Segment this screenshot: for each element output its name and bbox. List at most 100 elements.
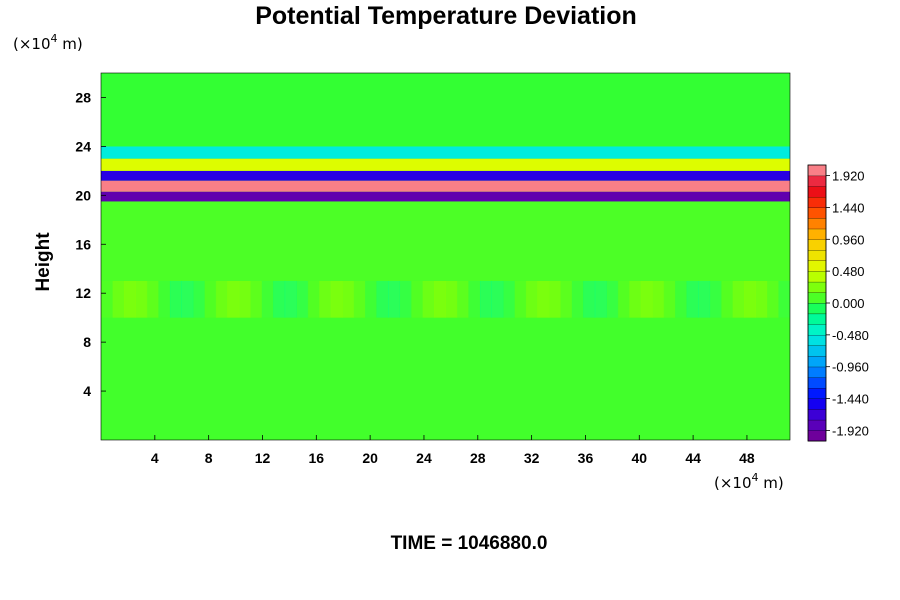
field-cell bbox=[468, 280, 481, 318]
field-cell bbox=[319, 280, 332, 318]
chart-title: Potential Temperature Deviation bbox=[255, 2, 637, 30]
field-cell bbox=[273, 280, 286, 318]
field-cell bbox=[215, 280, 228, 318]
colorbar-segment bbox=[807, 398, 827, 410]
field-band bbox=[101, 170, 790, 181]
field-cell bbox=[365, 280, 378, 318]
field-cell bbox=[629, 280, 642, 318]
x-tick-label: 8 bbox=[205, 450, 213, 466]
x-unit-label: (×104 m) bbox=[714, 471, 784, 492]
colorbar-segment bbox=[807, 228, 827, 240]
field-cell bbox=[698, 280, 711, 318]
colorbar-segment bbox=[807, 355, 827, 368]
field-cell bbox=[502, 280, 515, 318]
field-cell bbox=[388, 280, 401, 318]
x-ticks: 4 8 12 16 20 24 28 32 36 40 44 48 bbox=[151, 435, 755, 466]
field-cell bbox=[204, 280, 217, 318]
field-cell bbox=[514, 280, 527, 318]
colorbar-segment bbox=[807, 271, 827, 283]
colorbar-segment bbox=[807, 217, 827, 230]
field-cell bbox=[606, 280, 619, 318]
colorbar-segment bbox=[807, 207, 827, 219]
x-tick-label: 32 bbox=[524, 450, 540, 466]
x-tick-label: 48 bbox=[739, 450, 755, 466]
field-band bbox=[101, 180, 790, 192]
colorbar-segment bbox=[807, 164, 827, 177]
field-layers bbox=[101, 73, 790, 440]
field-cell bbox=[307, 280, 320, 318]
colorbar-segment bbox=[807, 419, 827, 431]
field-cell bbox=[617, 280, 630, 318]
field-cell bbox=[330, 280, 343, 318]
field-cell bbox=[353, 280, 366, 318]
field-cell bbox=[342, 280, 355, 318]
colorbar-segment bbox=[807, 377, 827, 389]
field-cell bbox=[778, 280, 790, 318]
y-tick-label: 4 bbox=[83, 383, 91, 399]
colorbar-tick-label: 1.440 bbox=[832, 200, 865, 215]
field-cell bbox=[652, 280, 665, 318]
field-cell bbox=[284, 280, 297, 318]
colorbar-segment bbox=[807, 324, 827, 336]
y-tick-label: 8 bbox=[83, 334, 91, 350]
x-tick-label: 16 bbox=[309, 450, 325, 466]
colorbar-tick-label: 1.920 bbox=[832, 169, 865, 184]
field-cell bbox=[434, 280, 446, 318]
plot-area bbox=[101, 73, 790, 440]
x-tick-label: 40 bbox=[631, 450, 647, 466]
field-band bbox=[101, 158, 790, 171]
x-tick-label: 24 bbox=[416, 450, 432, 466]
colorbar-segment bbox=[807, 292, 827, 304]
field-cell bbox=[537, 280, 550, 318]
field-cell bbox=[101, 280, 113, 318]
x-tick-label: 44 bbox=[685, 450, 701, 466]
colorbar-segment bbox=[807, 345, 827, 357]
field-cell bbox=[709, 280, 722, 318]
colorbar-ticks: 1.920 1.440 0.960 0.480 0.000 -0.480 -0.960 -1.… bbox=[826, 169, 869, 438]
field-cell bbox=[238, 280, 251, 318]
y-unit-label: (×104 m) bbox=[13, 32, 83, 53]
field-cell bbox=[755, 280, 768, 318]
field-cell bbox=[296, 280, 309, 318]
field-cell bbox=[686, 280, 699, 318]
y-ticks: 4 8 12 16 20 24 28 bbox=[75, 89, 106, 399]
field-cell bbox=[399, 280, 412, 318]
x-tick-label: 28 bbox=[470, 450, 486, 466]
field-band bbox=[101, 317, 790, 440]
field-cell bbox=[181, 280, 194, 318]
colorbar-segment bbox=[807, 260, 827, 272]
x-tick-label: 20 bbox=[362, 450, 378, 466]
field-cell bbox=[491, 280, 504, 318]
colorbar-tick-label: -1.920 bbox=[832, 423, 869, 438]
field-cell bbox=[663, 280, 676, 318]
field-cell bbox=[192, 280, 205, 318]
field-cell bbox=[479, 280, 492, 318]
colorbar-tick-label: 0.480 bbox=[832, 264, 865, 279]
field-cell bbox=[767, 280, 780, 318]
field-cell bbox=[123, 280, 136, 318]
field-cell bbox=[594, 280, 607, 318]
field-band bbox=[101, 146, 790, 159]
field-cell bbox=[675, 280, 688, 318]
colorbar-tick-label: -1.440 bbox=[832, 392, 869, 407]
field-cell bbox=[721, 280, 734, 318]
field-cell bbox=[112, 280, 125, 318]
colorbar-segment bbox=[807, 409, 827, 421]
colorbar-segment bbox=[807, 175, 827, 187]
field-cell bbox=[525, 280, 538, 318]
colorbar-segment bbox=[807, 366, 827, 378]
field-cell bbox=[548, 280, 561, 318]
colorbar-tick-label: 0.960 bbox=[832, 232, 865, 247]
field-cell bbox=[146, 280, 159, 318]
colorbar bbox=[807, 164, 827, 442]
field-cell bbox=[376, 280, 389, 318]
field-cell bbox=[732, 280, 745, 318]
y-tick-label: 24 bbox=[75, 138, 91, 154]
colorbar-segment bbox=[807, 313, 827, 325]
y-axis-label: Height bbox=[33, 232, 54, 292]
time-label: TIME = 1046880.0 bbox=[391, 533, 548, 554]
field-cell bbox=[135, 280, 148, 318]
x-tick-label: 4 bbox=[151, 450, 159, 466]
field-cell bbox=[571, 280, 584, 318]
